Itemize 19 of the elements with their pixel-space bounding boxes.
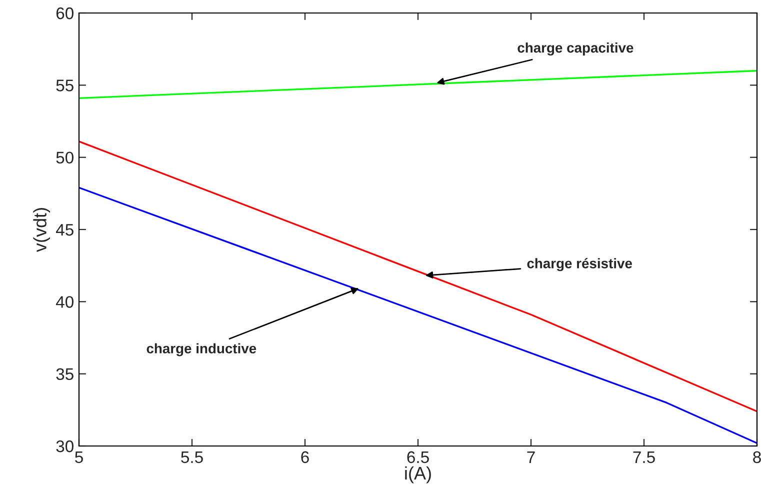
y-tick-label: 55 <box>56 80 74 92</box>
y-tick-label: 40 <box>56 296 74 308</box>
x-tick-label: 5.5 <box>181 451 203 464</box>
x-tick-label: 7.5 <box>633 451 655 464</box>
x-axis-title: i(A) <box>405 466 431 484</box>
x-tick-label: 7 <box>527 451 535 463</box>
x-tick-label: 8 <box>753 451 761 464</box>
x-tick-label: 6.5 <box>407 451 429 464</box>
y-tick-label: 30 <box>56 440 74 452</box>
y-tick-label: 50 <box>56 152 74 164</box>
y-tick-label: 35 <box>56 368 74 380</box>
annotation: charge résistive <box>527 258 632 272</box>
y-axis-title: v(vdt) <box>33 208 50 252</box>
x-tick-label: 6 <box>301 451 309 464</box>
y-tick-label: 45 <box>56 224 74 236</box>
annotation: charge capacitive <box>518 42 634 56</box>
x-tick-label: 5 <box>75 451 83 464</box>
y-tick-label: 60 <box>56 7 74 20</box>
annotation: charge inductive <box>146 343 256 356</box>
